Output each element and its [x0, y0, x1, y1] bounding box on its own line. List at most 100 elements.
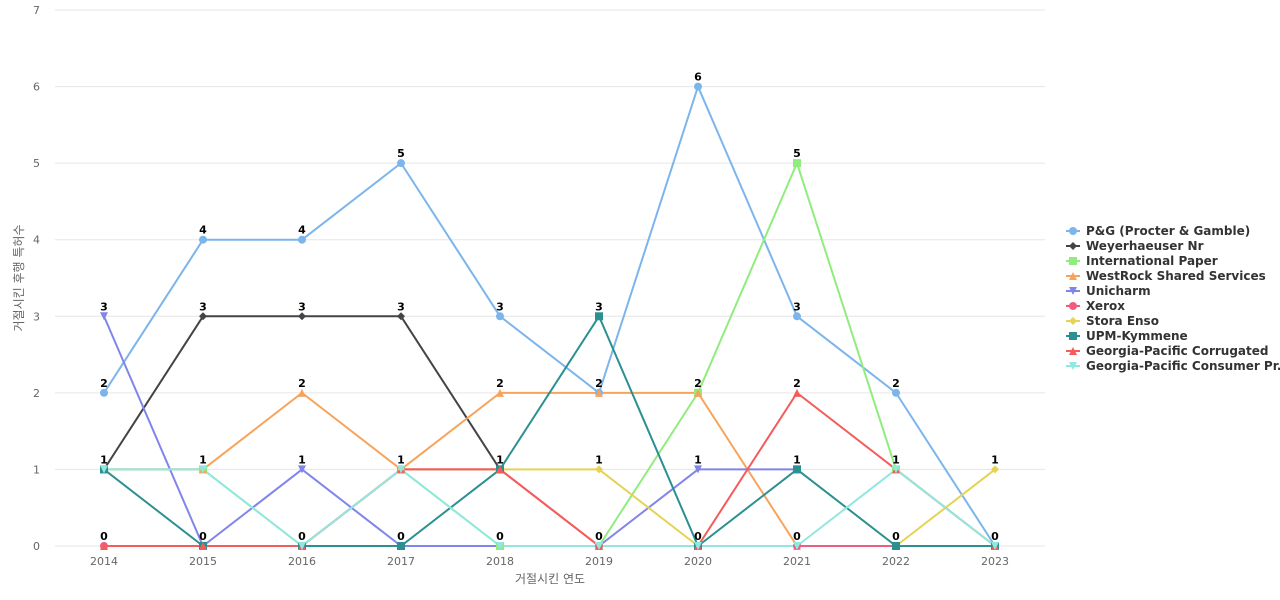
data-label: 5 [397, 147, 405, 160]
series-line-9 [103, 468, 996, 547]
legend-marker [1069, 272, 1077, 280]
data-label: 5 [793, 147, 801, 160]
data-label: 1 [496, 453, 504, 466]
data-point [892, 465, 900, 474]
data-label: 1 [298, 453, 306, 466]
legend-label: WestRock Shared Services [1086, 269, 1266, 283]
data-label: 1 [397, 453, 405, 466]
data-label: 1 [694, 453, 702, 466]
legend-item[interactable]: Xerox [1066, 299, 1125, 313]
data-label: 0 [595, 530, 603, 543]
data-point [496, 465, 504, 474]
data-point [397, 465, 405, 474]
legend-marker [1069, 362, 1077, 370]
data-point [793, 465, 801, 474]
series-markers [100, 82, 999, 550]
data-label: 1 [199, 453, 207, 466]
data-point [991, 542, 999, 550]
data-point [199, 542, 207, 550]
data-point [496, 388, 504, 397]
x-tick-label: 2017 [387, 555, 415, 568]
x-tick-label: 2020 [684, 555, 712, 568]
data-label: 3 [199, 300, 207, 313]
data-point [595, 388, 603, 397]
data-label: 0 [100, 530, 108, 543]
legend-item[interactable]: WestRock Shared Services [1066, 269, 1266, 283]
legend-item[interactable]: Unicharm [1066, 284, 1151, 298]
series-line-3 [103, 391, 798, 547]
legend-label: P&G (Procter & Gamble) [1086, 224, 1250, 238]
data-point [793, 388, 801, 397]
data-label: 3 [496, 300, 504, 313]
data-label: 0 [496, 530, 504, 543]
data-label: 3 [298, 300, 306, 313]
data-point [298, 542, 306, 550]
legend-marker [1069, 332, 1077, 340]
data-point [298, 312, 306, 321]
data-label: 2 [595, 377, 603, 390]
legend-label: International Paper [1086, 254, 1218, 268]
y-tick-label: 6 [33, 81, 40, 94]
data-point [199, 465, 207, 474]
legend-item[interactable]: Stora Enso [1066, 314, 1159, 328]
data-point [100, 542, 108, 550]
legend-label: Weyerhaeuser Nr [1086, 239, 1204, 253]
y-tick-label: 3 [33, 310, 40, 323]
legend-marker [1069, 257, 1077, 265]
data-point [595, 312, 603, 321]
data-label: 3 [100, 300, 108, 313]
data-label: 3 [595, 300, 603, 313]
legend-item[interactable]: UPM-Kymmene [1066, 329, 1188, 343]
data-point [694, 542, 702, 550]
data-label: 3 [397, 300, 405, 313]
y-axis-ticks: 0 1 2 3 4 5 6 7 [33, 4, 40, 553]
legend-item[interactable]: International Paper [1066, 254, 1218, 268]
y-tick-label: 7 [33, 4, 40, 17]
y-tick-label: 0 [33, 540, 40, 553]
series-line-4 [103, 315, 798, 547]
legend-item[interactable]: Weyerhaeuser Nr [1066, 239, 1204, 253]
data-label: 6 [694, 71, 702, 84]
x-tick-label: 2015 [189, 555, 217, 568]
data-point [199, 235, 207, 244]
x-tick-label: 2023 [981, 555, 1009, 568]
data-point [397, 312, 405, 321]
series-line-8 [103, 391, 996, 547]
data-point [694, 82, 702, 91]
data-point [100, 312, 108, 321]
x-tick-label: 2014 [90, 555, 118, 568]
legend-label: Xerox [1086, 299, 1125, 313]
series-line-7 [103, 315, 996, 547]
data-point [991, 465, 999, 474]
legend-marker [1069, 227, 1077, 235]
legend-label: Unicharm [1086, 284, 1151, 298]
y-axis-title: 거절시킨 후행 특허수 [11, 225, 26, 332]
data-label: 1 [595, 453, 603, 466]
x-tick-label: 2016 [288, 555, 316, 568]
legend: P&G (Procter & Gamble)Weyerhaeuser NrInt… [1066, 224, 1280, 373]
y-tick-label: 1 [33, 463, 40, 476]
legend-item[interactable]: Georgia-Pacific Corrugated [1066, 344, 1269, 358]
data-point [892, 542, 900, 550]
data-point [199, 312, 207, 321]
data-label: 0 [199, 530, 207, 543]
data-label: 1 [793, 453, 801, 466]
legend-label: UPM-Kymmene [1086, 329, 1188, 343]
data-label: 0 [991, 530, 999, 543]
data-label: 4 [199, 224, 207, 237]
data-label: 1 [100, 453, 108, 466]
legend-label: Stora Enso [1086, 314, 1159, 328]
legend-item[interactable]: P&G (Procter & Gamble) [1066, 224, 1250, 238]
legend-item[interactable]: Georgia-Pacific Consumer Pr... [1066, 359, 1280, 373]
data-label: 0 [892, 530, 900, 543]
data-point [793, 159, 801, 168]
data-label: 0 [397, 530, 405, 543]
data-label: 0 [694, 530, 702, 543]
legend-marker [1069, 302, 1077, 310]
x-tick-label: 2018 [486, 555, 514, 568]
data-point [694, 388, 702, 397]
data-point [397, 542, 405, 550]
